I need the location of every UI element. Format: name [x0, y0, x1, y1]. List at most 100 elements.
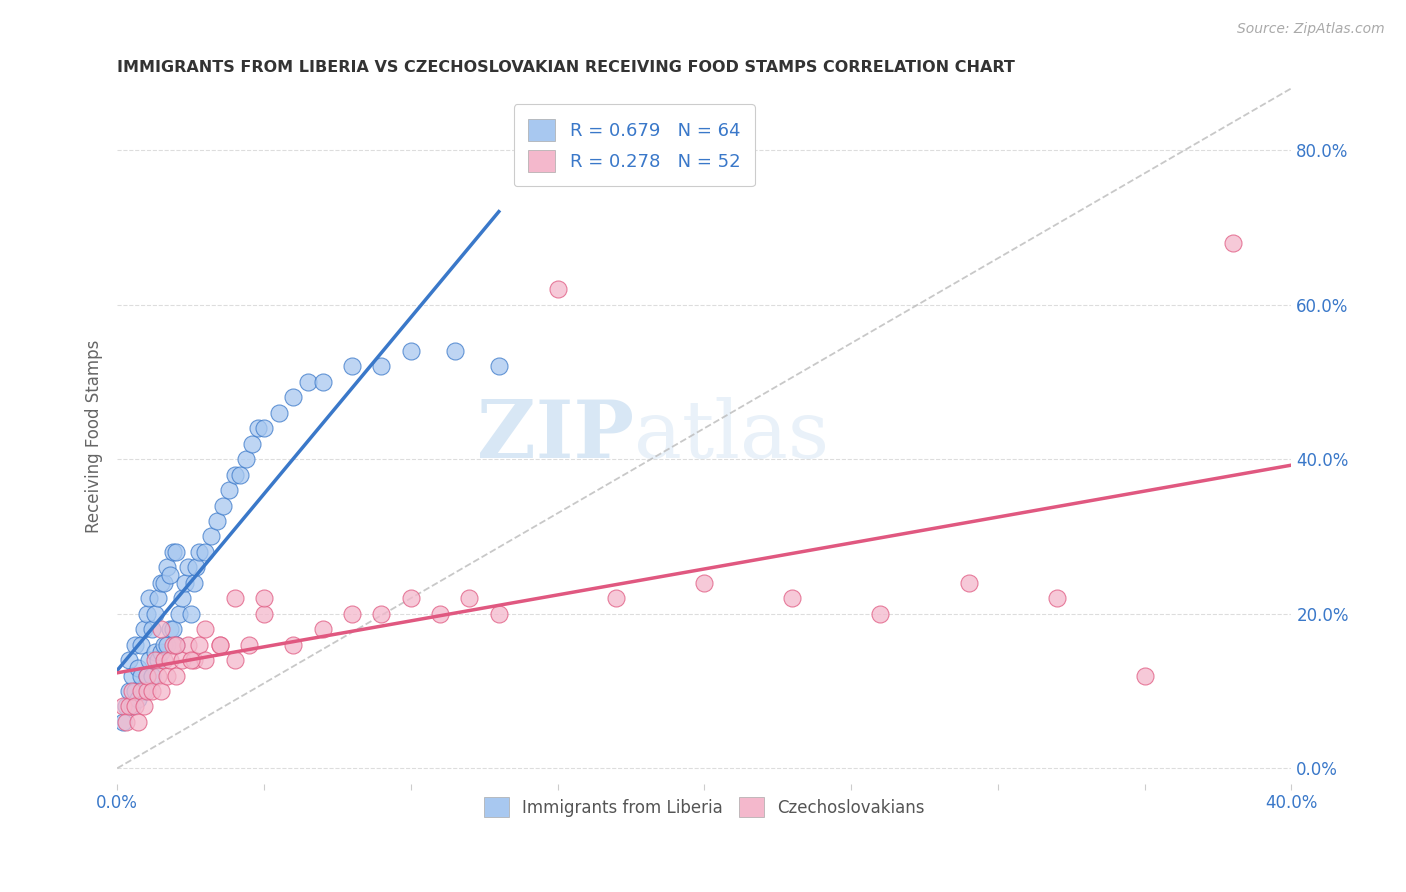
Point — [121, 699, 143, 714]
Point — [121, 684, 143, 698]
Point — [194, 545, 217, 559]
Point — [118, 653, 141, 667]
Point — [124, 638, 146, 652]
Point — [240, 436, 263, 450]
Point — [224, 653, 246, 667]
Point — [159, 622, 181, 636]
Point — [399, 343, 422, 358]
Point — [194, 622, 217, 636]
Text: ZIP: ZIP — [477, 397, 634, 475]
Point — [605, 591, 627, 606]
Point — [547, 282, 569, 296]
Point — [340, 607, 363, 621]
Point — [148, 591, 170, 606]
Point — [159, 568, 181, 582]
Point — [312, 622, 335, 636]
Point — [148, 653, 170, 667]
Text: atlas: atlas — [634, 397, 830, 475]
Point — [253, 607, 276, 621]
Point — [399, 591, 422, 606]
Point — [141, 622, 163, 636]
Point — [212, 499, 235, 513]
Point — [253, 591, 276, 606]
Point — [135, 684, 157, 698]
Point — [173, 575, 195, 590]
Point — [200, 529, 222, 543]
Point — [224, 591, 246, 606]
Point — [205, 514, 228, 528]
Point — [235, 452, 257, 467]
Point — [194, 653, 217, 667]
Point — [129, 668, 152, 682]
Point — [370, 607, 392, 621]
Point — [165, 638, 187, 652]
Point — [135, 668, 157, 682]
Point — [162, 545, 184, 559]
Point — [340, 359, 363, 374]
Point — [132, 699, 155, 714]
Point — [150, 622, 173, 636]
Text: IMMIGRANTS FROM LIBERIA VS CZECHOSLOVAKIAN RECEIVING FOOD STAMPS CORRELATION CHA: IMMIGRANTS FROM LIBERIA VS CZECHOSLOVAKI… — [117, 60, 1015, 75]
Point — [159, 653, 181, 667]
Point — [143, 645, 166, 659]
Point — [150, 645, 173, 659]
Point — [229, 467, 252, 482]
Point — [218, 483, 240, 497]
Point — [370, 359, 392, 374]
Point — [443, 343, 465, 358]
Point — [170, 591, 193, 606]
Point — [488, 607, 510, 621]
Point — [129, 684, 152, 698]
Point — [112, 714, 135, 729]
Point — [138, 591, 160, 606]
Point — [238, 638, 260, 652]
Text: Source: ZipAtlas.com: Source: ZipAtlas.com — [1237, 22, 1385, 37]
Point — [115, 699, 138, 714]
Point — [162, 638, 184, 652]
Point — [208, 638, 231, 652]
Point — [138, 653, 160, 667]
Point — [869, 607, 891, 621]
Point — [162, 622, 184, 636]
Point — [153, 653, 176, 667]
Point — [176, 560, 198, 574]
Point — [156, 668, 179, 682]
Point — [165, 638, 187, 652]
Point — [693, 575, 716, 590]
Point — [188, 545, 211, 559]
Point — [957, 575, 980, 590]
Point — [135, 668, 157, 682]
Point — [188, 638, 211, 652]
Point — [267, 406, 290, 420]
Point — [1045, 591, 1067, 606]
Point — [143, 653, 166, 667]
Point — [1133, 668, 1156, 682]
Point — [141, 668, 163, 682]
Point — [183, 575, 205, 590]
Point — [156, 560, 179, 574]
Point — [170, 653, 193, 667]
Point — [124, 699, 146, 714]
Point — [247, 421, 270, 435]
Point — [127, 691, 149, 706]
Point — [153, 575, 176, 590]
Point — [135, 607, 157, 621]
Point — [167, 607, 190, 621]
Point — [180, 607, 202, 621]
Point — [150, 575, 173, 590]
Point — [118, 699, 141, 714]
Point — [141, 684, 163, 698]
Point — [129, 638, 152, 652]
Point — [127, 714, 149, 729]
Point — [312, 375, 335, 389]
Point — [782, 591, 804, 606]
Point — [121, 668, 143, 682]
Point — [297, 375, 319, 389]
Point — [148, 668, 170, 682]
Point — [165, 545, 187, 559]
Point — [208, 638, 231, 652]
Point — [115, 714, 138, 729]
Point — [156, 638, 179, 652]
Point — [132, 684, 155, 698]
Point — [1222, 235, 1244, 250]
